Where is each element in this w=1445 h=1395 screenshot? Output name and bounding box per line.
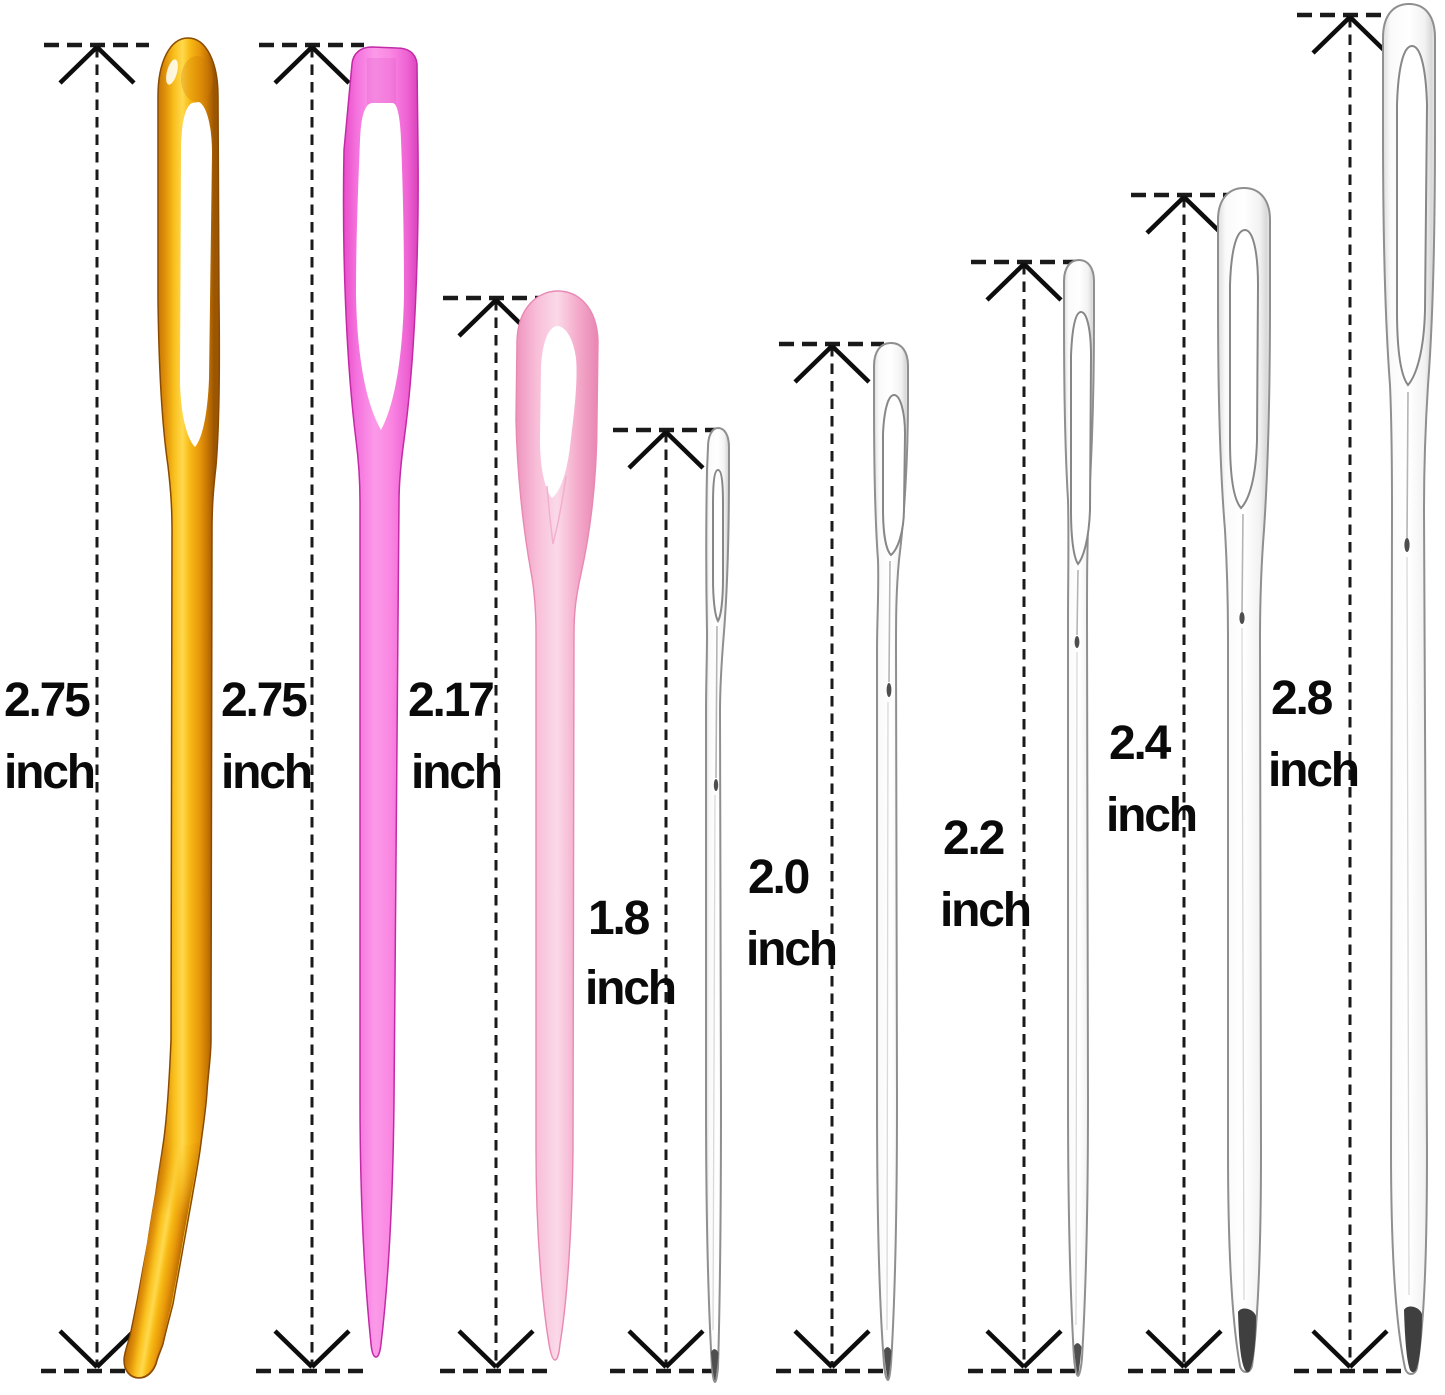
svg-text:inch: inch xyxy=(411,746,501,799)
svg-text:2.75: 2.75 xyxy=(221,674,307,727)
svg-text:2.4: 2.4 xyxy=(1109,717,1172,770)
svg-text:2.0: 2.0 xyxy=(748,851,809,904)
svg-text:inch: inch xyxy=(1106,789,1196,842)
svg-text:inch: inch xyxy=(940,884,1030,937)
svg-text:inch: inch xyxy=(221,746,311,799)
svg-text:1.8: 1.8 xyxy=(588,892,650,945)
svg-text:inch: inch xyxy=(4,746,94,799)
svg-text:inch: inch xyxy=(746,923,836,976)
svg-text:2.2: 2.2 xyxy=(943,812,1004,865)
svg-text:inch: inch xyxy=(1268,744,1358,797)
svg-text:2.8: 2.8 xyxy=(1271,672,1333,725)
svg-text:2.17: 2.17 xyxy=(408,674,493,727)
svg-text:2.75: 2.75 xyxy=(4,674,90,727)
svg-text:inch: inch xyxy=(585,962,675,1015)
